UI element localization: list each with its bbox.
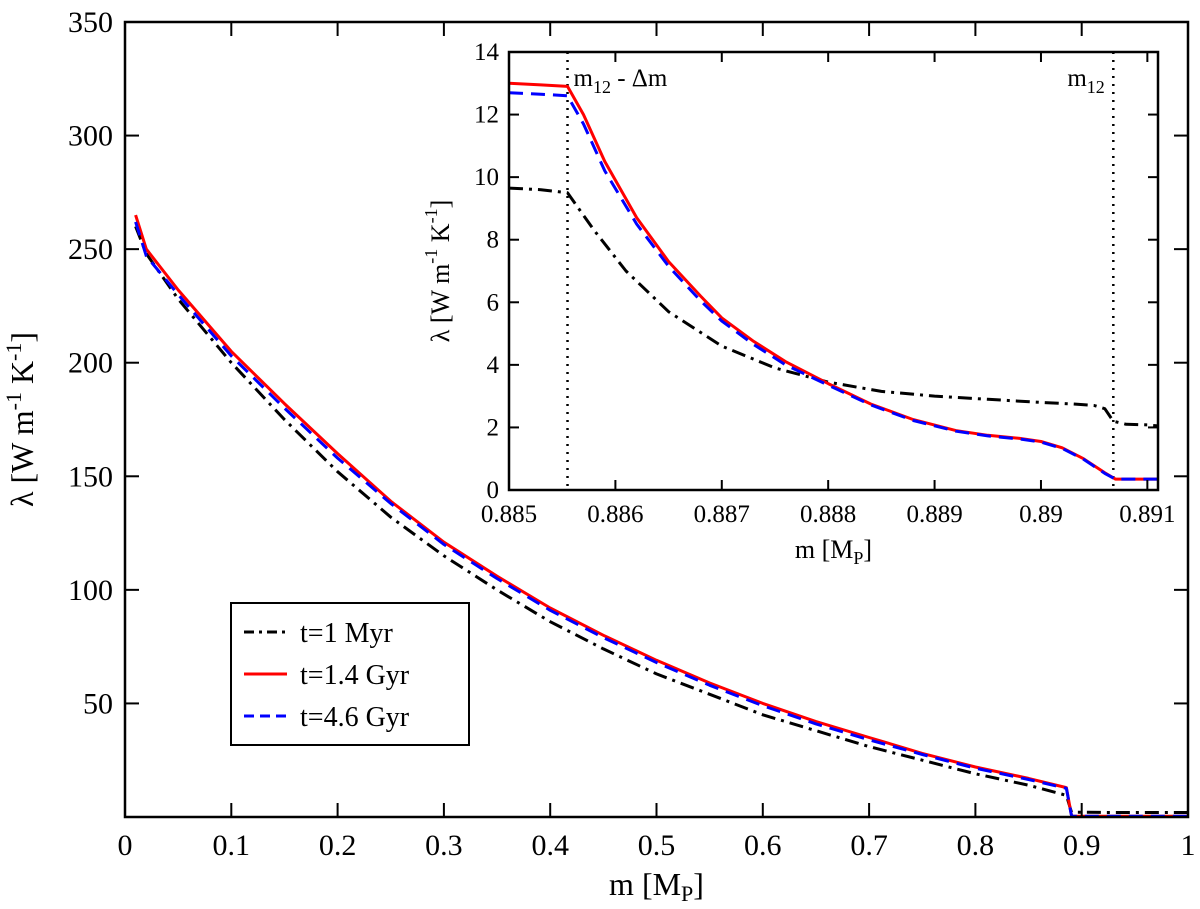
x-tick-label: 0.1 [213,829,251,862]
x-axis-label-main: m [M [609,866,681,902]
y-axis-label-sup: -1 [421,249,441,264]
main-series-group [134,214,1188,817]
marker-label-suffix: - Δm [611,65,668,92]
x-axis-label-sub: P [681,881,693,906]
y-axis-label-sup: -1 [421,208,441,223]
legend-label: t=1 Myr [300,618,393,649]
marker-label: m12 - Δm [574,65,668,97]
y-tick-label: 200 [68,347,113,380]
y-tick-label: 300 [68,120,113,153]
y-tick-label: 10 [474,164,499,191]
y-tick-label: 2 [487,414,500,441]
x-tick-label: 0.889 [906,501,962,528]
x-tick-label: 0.89 [1019,501,1063,528]
x-tick-label: 0.3 [425,829,463,862]
marker-label-main: m [1067,65,1087,92]
y-tick-label: 0 [487,477,500,504]
y-tick-label: 6 [487,289,500,316]
x-tick-label: 0.7 [850,829,888,862]
y-axis-label-sup: -1 [1,392,26,410]
x-axis-label-sub: P [853,548,863,568]
y-axis-label-mid: K [4,361,40,392]
x-tick-label: 0.8 [957,829,995,862]
inset-frame [507,50,1160,492]
x-axis-label-close: ] [693,866,704,902]
x-axis-label: m [MP] [795,535,872,568]
y-tick-label: 100 [68,574,113,607]
legend-box [230,602,470,746]
x-tick-label: 0 [118,829,133,862]
y-axis-label: λ [W m-1 K-1] [421,200,455,343]
series-line [509,186,1158,428]
x-tick-label: 0.888 [800,501,856,528]
y-tick-label: 12 [474,102,499,129]
y-tick-label: 150 [68,460,113,493]
y-tick-label: 50 [83,687,113,720]
y-axis-label-mid: K [426,223,455,249]
x-tick-label: 1 [1181,829,1196,862]
marker-label-sub: 12 [1087,77,1105,97]
x-tick-label: 0.2 [319,829,357,862]
marker-label-main: m [574,65,594,92]
x-tick-label: 0.5 [638,829,676,862]
y-tick-label: 250 [68,233,113,266]
inset-series-group [509,81,1158,481]
legend-label: t=1.4 Gyr [300,660,410,691]
legend: t=1 Myr t=1.4 Gyr t=4.6 Gyr [230,602,470,746]
y-axis-label-close: ] [4,332,40,343]
x-tick-label: 0.887 [694,501,750,528]
marker-label-sub: 12 [593,77,611,97]
y-tick-label: 350 [68,6,113,39]
x-tick-label: 0.886 [587,501,643,528]
y-axis-label-close: ] [426,200,455,209]
series-line [509,91,1158,481]
y-tick-label: 4 [487,352,500,379]
x-axis-label-main: m [M [795,535,854,564]
inset-plot-area [509,52,1158,490]
y-axis-label-sup: -1 [1,343,26,361]
y-axis-label-main: λ [W m [4,410,40,507]
x-axis-label-close: ] [863,535,872,564]
y-axis-label: λ [W m-1 K-1] [1,332,40,507]
y-tick-label: 8 [487,227,500,254]
series-line [134,221,1188,817]
x-tick-label: 0.4 [531,829,569,862]
x-tick-label: 0.891 [1119,501,1175,528]
x-tick-label: 0.6 [744,829,782,862]
x-axis-label: m [MP] [609,866,704,906]
marker-label: m12 [1067,65,1104,97]
x-tick-label: 0.885 [481,501,537,528]
y-tick-label: 14 [474,39,500,66]
y-axis-label-main: λ [W m [426,264,455,343]
x-tick-label: 0.9 [1063,829,1101,862]
legend-label: t=4.6 Gyr [300,702,410,733]
series-line [134,225,1188,814]
